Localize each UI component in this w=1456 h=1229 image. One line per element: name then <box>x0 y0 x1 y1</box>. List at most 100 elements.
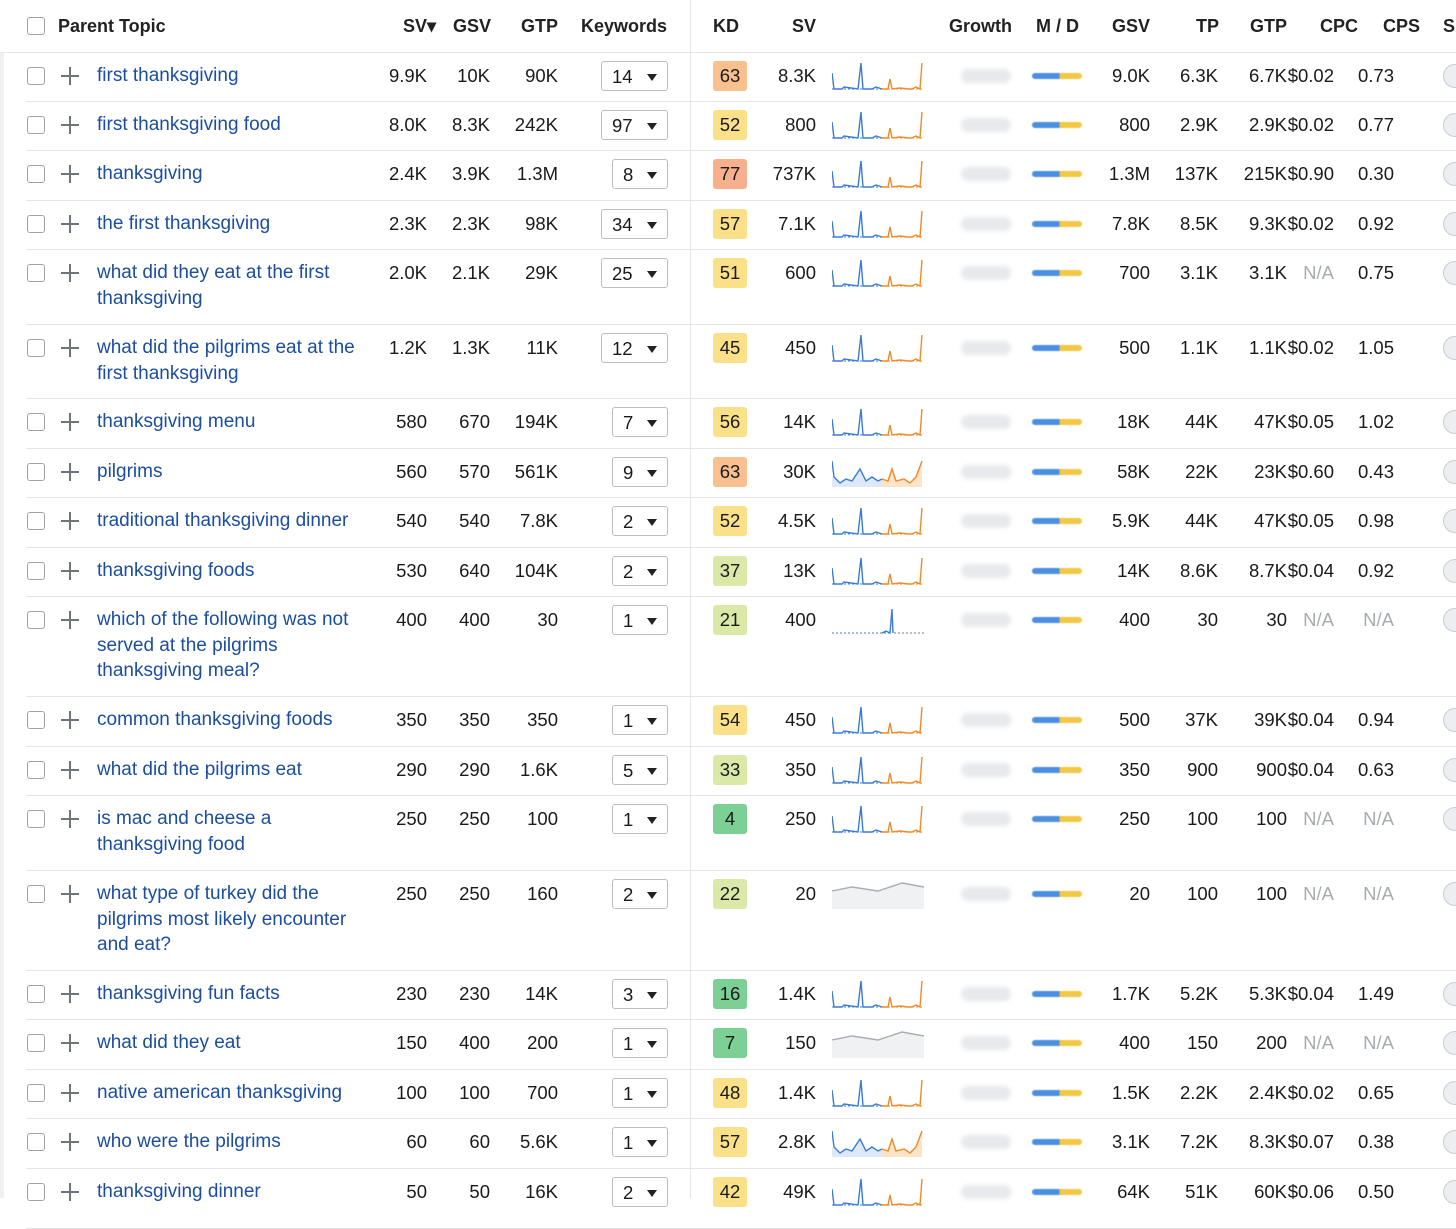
parent-topic-link[interactable]: what did they eat at the first thanksgiv… <box>97 262 330 309</box>
expand-plus-icon[interactable] <box>61 1084 79 1102</box>
row-checkbox[interactable] <box>27 1183 45 1201</box>
row-checkbox[interactable] <box>27 1034 45 1052</box>
row-checkbox[interactable] <box>27 1084 45 1102</box>
parent-topic-link[interactable]: common thanksgiving foods <box>97 709 333 730</box>
header-cps[interactable]: CPS <box>1383 16 1421 36</box>
sv-value: 2.3K <box>388 213 427 234</box>
keywords-dropdown[interactable]: 2 <box>612 879 668 909</box>
keywords-dropdown[interactable]: 1 <box>612 705 668 735</box>
parent-topic-link[interactable]: thanksgiving <box>97 163 203 184</box>
header-keywords[interactable]: Keywords <box>581 16 668 36</box>
row-checkbox[interactable] <box>27 562 45 580</box>
expand-plus-icon[interactable] <box>61 1183 79 1201</box>
expand-plus-icon[interactable] <box>61 512 79 530</box>
keywords-dropdown[interactable]: 7 <box>612 407 668 437</box>
expand-plus-icon[interactable] <box>61 413 79 431</box>
header-parent-topic[interactable]: Parent Topic <box>58 16 166 36</box>
keywords-dropdown[interactable]: 25 <box>601 258 668 288</box>
parent-topic-link[interactable]: thanksgiving dinner <box>97 1181 261 1202</box>
keywords-dropdown[interactable]: 3 <box>612 979 668 1009</box>
parent-topic-link[interactable]: is mac and cheese a thanksgiving food <box>97 808 272 855</box>
parent-topic-link[interactable]: what did they eat <box>97 1032 241 1053</box>
keywords-dropdown[interactable]: 97 <box>601 110 668 140</box>
row-checkbox[interactable] <box>27 1133 45 1151</box>
keywords-dropdown[interactable]: 8 <box>612 159 668 189</box>
parent-topic-link[interactable]: what type of turkey did the pilgrims mos… <box>97 883 347 955</box>
header-tp[interactable]: TP <box>1196 16 1220 36</box>
parent-topic-link[interactable]: what did the pilgrims eat at the first t… <box>97 337 355 384</box>
row-checkbox[interactable] <box>27 116 45 134</box>
keywords-dropdown[interactable]: 12 <box>601 333 668 363</box>
header-sv-sort[interactable]: SV▾ <box>403 16 437 36</box>
parent-topic-link[interactable]: thanksgiving fun facts <box>97 983 280 1004</box>
expand-plus-icon[interactable] <box>61 985 79 1003</box>
keywords-dropdown[interactable]: 5 <box>612 755 668 785</box>
expand-plus-icon[interactable] <box>61 116 79 134</box>
expand-plus-icon[interactable] <box>61 885 79 903</box>
sv-global-value: 30K <box>783 461 816 482</box>
row-checkbox[interactable] <box>27 413 45 431</box>
expand-plus-icon[interactable] <box>61 1034 79 1052</box>
row-checkbox[interactable] <box>27 985 45 1003</box>
header-kd[interactable]: KD <box>713 16 739 36</box>
expand-plus-icon[interactable] <box>61 761 79 779</box>
keywords-dropdown[interactable]: 2 <box>612 1177 668 1207</box>
parent-topic-link[interactable]: thanksgiving menu <box>97 411 256 432</box>
expand-plus-icon[interactable] <box>61 1133 79 1151</box>
keywords-dropdown[interactable]: 1 <box>612 804 668 834</box>
header-gsv2[interactable]: GSV <box>1112 16 1151 36</box>
keywords-dropdown[interactable]: 34 <box>601 209 668 239</box>
row-checkbox[interactable] <box>27 165 45 183</box>
row-checkbox[interactable] <box>27 67 45 85</box>
keywords-dropdown[interactable]: 2 <box>612 556 668 586</box>
parent-topic-link[interactable]: first thanksgiving food <box>97 114 281 135</box>
cpc-value: $0.60 <box>1287 461 1334 482</box>
expand-plus-icon[interactable] <box>61 215 79 233</box>
row-checkbox[interactable] <box>27 761 45 779</box>
expand-plus-icon[interactable] <box>61 67 79 85</box>
expand-plus-icon[interactable] <box>61 810 79 828</box>
parent-topic-link[interactable]: the first thanksgiving <box>97 213 271 234</box>
select-all-checkbox[interactable] <box>27 17 45 35</box>
parent-topic-link[interactable]: native american thanksgiving <box>97 1082 343 1103</box>
header-gtp[interactable]: GTP <box>521 16 559 36</box>
row-checkbox[interactable] <box>27 611 45 629</box>
keywords-dropdown[interactable]: 2 <box>612 506 668 536</box>
parent-topic-link[interactable]: what did the pilgrims eat <box>97 759 302 780</box>
expand-plus-icon[interactable] <box>61 264 79 282</box>
expand-plus-icon[interactable] <box>61 339 79 357</box>
expand-plus-icon[interactable] <box>61 463 79 481</box>
header-growth[interactable]: Growth <box>949 16 1012 36</box>
parent-topic-link[interactable]: who were the pilgrims <box>97 1131 281 1152</box>
parent-topic-link[interactable]: pilgrims <box>97 461 163 482</box>
header-cpc[interactable]: CPC <box>1320 16 1359 36</box>
keywords-dropdown[interactable]: 1 <box>612 1028 668 1058</box>
header-truncated[interactable]: S <box>1443 16 1456 36</box>
header-md[interactable]: M / D <box>1036 16 1079 36</box>
keywords-dropdown[interactable]: 1 <box>612 1127 668 1157</box>
keywords-dropdown[interactable]: 9 <box>612 457 668 487</box>
expand-plus-icon[interactable] <box>61 562 79 580</box>
row-checkbox[interactable] <box>27 215 45 233</box>
expand-plus-icon[interactable] <box>61 165 79 183</box>
expand-plus-icon[interactable] <box>61 711 79 729</box>
row-checkbox[interactable] <box>27 512 45 530</box>
row-checkbox[interactable] <box>27 711 45 729</box>
expand-plus-icon[interactable] <box>61 611 79 629</box>
keywords-dropdown[interactable]: 1 <box>612 605 668 635</box>
row-checkbox[interactable] <box>27 339 45 357</box>
keywords-dropdown[interactable]: 14 <box>601 61 668 91</box>
tp-value: 3.1K <box>1179 262 1218 283</box>
parent-topic-link[interactable]: thanksgiving foods <box>97 560 255 581</box>
row-checkbox[interactable] <box>27 885 45 903</box>
parent-topic-link[interactable]: traditional thanksgiving dinner <box>97 510 349 531</box>
row-checkbox[interactable] <box>27 264 45 282</box>
header-sv[interactable]: SV <box>792 16 817 36</box>
header-gsv[interactable]: GSV <box>453 16 492 36</box>
keywords-dropdown[interactable]: 1 <box>612 1078 668 1108</box>
row-checkbox[interactable] <box>27 463 45 481</box>
row-checkbox[interactable] <box>27 810 45 828</box>
parent-topic-link[interactable]: which of the following was not served at… <box>97 609 349 681</box>
parent-topic-link[interactable]: first thanksgiving <box>97 65 239 86</box>
header-gtp2[interactable]: GTP <box>1250 16 1288 36</box>
